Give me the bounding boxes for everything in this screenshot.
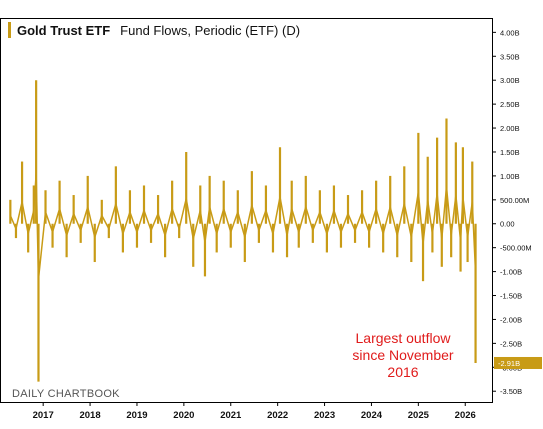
last-value-badge bbox=[494, 356, 542, 369]
series-swatch bbox=[8, 22, 11, 38]
y-tick-label: 2.00B bbox=[500, 124, 520, 133]
x-tick-label: 2018 bbox=[79, 410, 100, 421]
y-tick-label: -3.50B bbox=[500, 387, 522, 396]
annotation-line: 2016 bbox=[387, 364, 419, 380]
y-tick-label: -1.00B bbox=[500, 268, 522, 277]
x-tick-label: 2026 bbox=[455, 410, 476, 421]
x-tick-label: 2024 bbox=[361, 410, 383, 421]
y-tick-label: 0.00 bbox=[500, 220, 515, 229]
flow-series bbox=[9, 80, 477, 382]
y-tick-label: -1.50B bbox=[500, 292, 522, 301]
x-tick-label: 2023 bbox=[314, 410, 335, 421]
y-tick-label: 3.00B bbox=[500, 76, 520, 85]
y-tick-label: 500.00M bbox=[500, 196, 529, 205]
x-tick-label: 2022 bbox=[267, 410, 288, 421]
chart-subtitle: Fund Flows, Periodic (ETF) (D) bbox=[120, 22, 301, 38]
annotation-line: since November bbox=[352, 347, 454, 363]
watermark: DAILY CHARTBOOK bbox=[12, 388, 120, 400]
y-tick-label: -500.00M bbox=[500, 244, 532, 253]
last-value-marker: -2.91B bbox=[494, 356, 542, 369]
x-tick-label: 2025 bbox=[408, 410, 430, 421]
y-tick-label: 1.00B bbox=[500, 172, 520, 181]
x-tick-label: 2019 bbox=[126, 410, 147, 421]
chart-title: Gold Trust ETF bbox=[17, 22, 111, 38]
annotation-line: Largest outflow bbox=[355, 330, 451, 346]
plot-frame bbox=[0, 18, 493, 403]
y-axis: 4.00B 3.50B 3.00B 2.50B 2.00B 1.50B 1.00B 500.0… bbox=[492, 28, 532, 396]
x-tick-label: 2020 bbox=[173, 410, 194, 421]
x-tick-label: 2017 bbox=[33, 410, 54, 421]
annotation: Largest outflow since November 2016 bbox=[338, 330, 468, 381]
y-tick-label: -2.00B bbox=[500, 315, 522, 324]
x-axis: 2017 2018 2019 2020 2021 2022 2023 2024 2025 2026 bbox=[33, 402, 476, 421]
last-value-label: -2.91B bbox=[498, 359, 520, 368]
y-tick-label: 1.50B bbox=[500, 148, 520, 157]
y-tick-label: -2.50B bbox=[500, 339, 522, 348]
y-tick-label: 2.50B bbox=[500, 100, 520, 109]
flow-line bbox=[9, 173, 477, 280]
y-tick-label: 4.00B bbox=[500, 28, 520, 37]
y-tick-label: 3.50B bbox=[500, 52, 520, 61]
chart-title-bar: Gold Trust ETF Fund Flows, Periodic (ETF… bbox=[8, 22, 300, 38]
x-tick-label: 2021 bbox=[220, 410, 242, 421]
